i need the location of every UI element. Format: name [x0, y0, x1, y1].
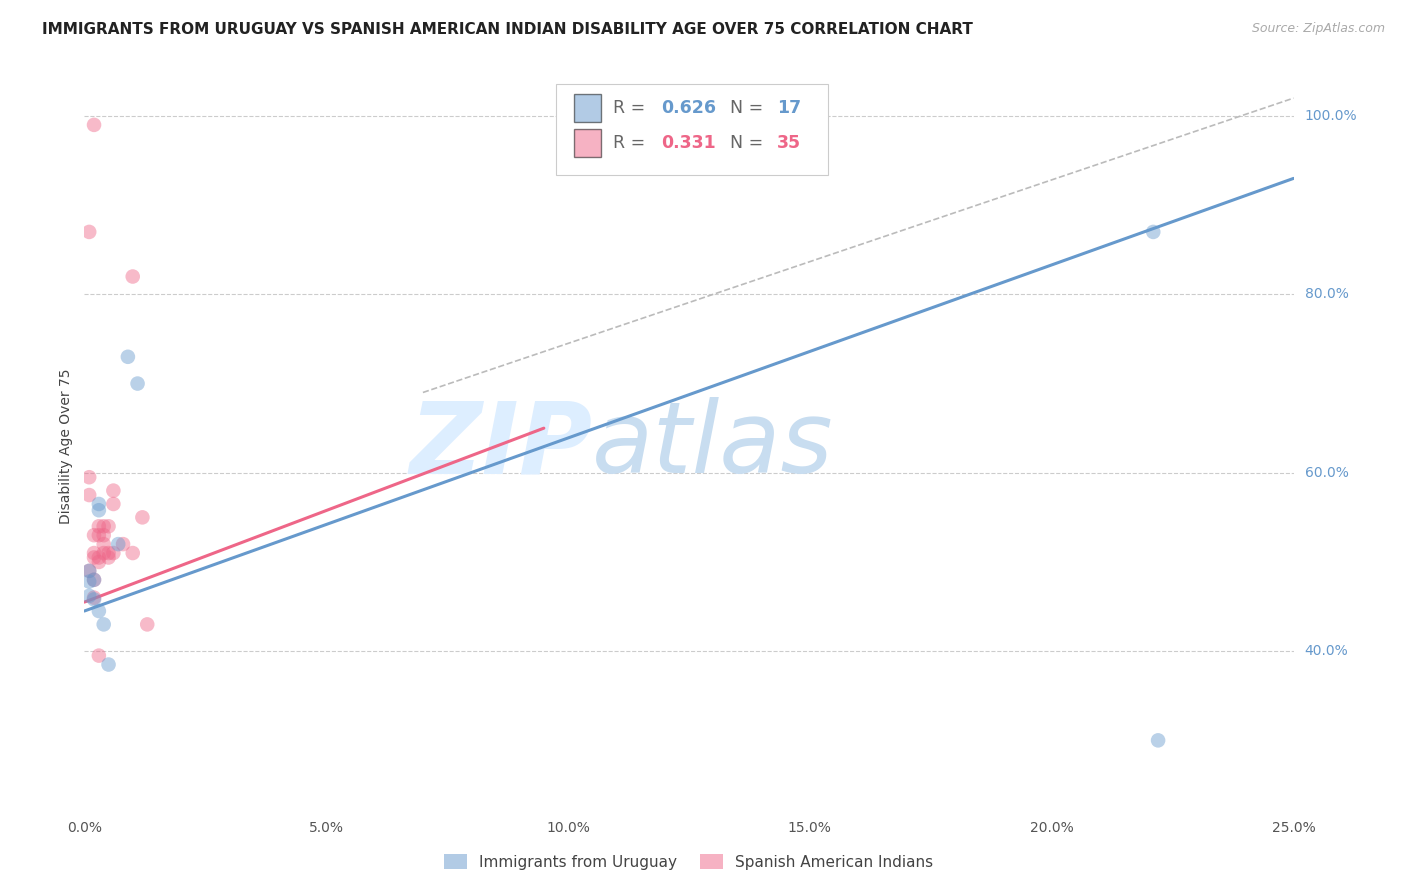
Point [83, 550, 105, 565]
Point [103, 497, 125, 511]
Point [77, 564, 100, 578]
Y-axis label: Disability Age Over 75: Disability Age Over 75 [59, 368, 73, 524]
Text: 60.0%: 60.0% [1305, 466, 1348, 480]
Text: 100.0%: 100.0% [1305, 109, 1357, 123]
FancyBboxPatch shape [555, 84, 828, 176]
Point [93, 519, 115, 533]
Point [87, 528, 110, 542]
Text: atlas: atlas [592, 398, 834, 494]
Point [107, 537, 129, 551]
Point [87, 497, 110, 511]
Text: 0.626: 0.626 [661, 99, 716, 117]
Point [97, 550, 120, 565]
Point [93, 617, 115, 632]
Point [103, 483, 125, 498]
Point [83, 573, 105, 587]
Point [93, 546, 115, 560]
Text: N =: N = [720, 134, 769, 153]
Text: 40.0%: 40.0% [1305, 644, 1348, 658]
Text: 17: 17 [778, 99, 801, 117]
Point [97, 546, 120, 560]
Point [77, 470, 100, 484]
Point [77, 488, 100, 502]
Point [83, 546, 105, 560]
Point [117, 350, 139, 364]
FancyBboxPatch shape [574, 95, 600, 122]
Point [97, 657, 120, 672]
Point [1147, 733, 1170, 747]
FancyBboxPatch shape [574, 129, 600, 157]
Text: R =: R = [613, 134, 651, 153]
Text: N =: N = [720, 99, 769, 117]
Text: IMMIGRANTS FROM URUGUAY VS SPANISH AMERICAN INDIAN DISABILITY AGE OVER 75 CORREL: IMMIGRANTS FROM URUGUAY VS SPANISH AMERI… [42, 22, 973, 37]
Point [93, 537, 115, 551]
Legend: Immigrants from Uruguay, Spanish American Indians: Immigrants from Uruguay, Spanish America… [437, 847, 941, 877]
Point [93, 528, 115, 542]
Point [112, 537, 135, 551]
Point [83, 573, 105, 587]
Text: ZIP: ZIP [409, 398, 592, 494]
Point [103, 546, 125, 560]
Point [121, 546, 143, 560]
Point [87, 648, 110, 663]
Point [136, 617, 159, 632]
Point [131, 510, 153, 524]
Text: 80.0%: 80.0% [1305, 287, 1348, 301]
Point [77, 589, 100, 603]
Point [97, 519, 120, 533]
Point [77, 564, 100, 578]
Text: 0.331: 0.331 [661, 134, 716, 153]
Point [77, 574, 100, 589]
Point [121, 269, 143, 284]
Point [87, 503, 110, 517]
Point [87, 550, 110, 565]
Point [127, 376, 149, 391]
Point [1142, 225, 1164, 239]
Point [87, 519, 110, 533]
Point [83, 528, 105, 542]
Point [77, 225, 100, 239]
Point [83, 592, 105, 607]
Point [83, 591, 105, 605]
Text: R =: R = [613, 99, 651, 117]
Text: Source: ZipAtlas.com: Source: ZipAtlas.com [1251, 22, 1385, 36]
Point [87, 555, 110, 569]
Text: 35: 35 [778, 134, 801, 153]
Point [87, 604, 110, 618]
Point [83, 118, 105, 132]
